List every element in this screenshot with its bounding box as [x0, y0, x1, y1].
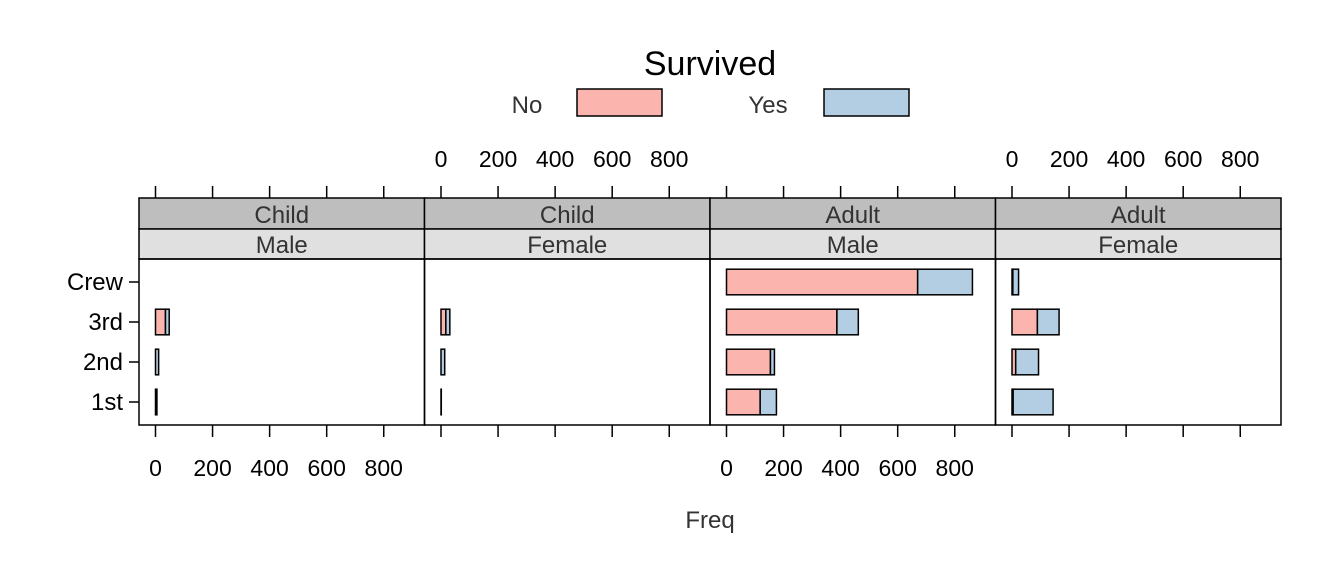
panel-3: Adult Female — [994, 197, 1282, 426]
panel-2: Adult Male — [709, 197, 997, 426]
panel-frame-3 — [994, 258, 1282, 426]
strip-bottom-label: Male — [827, 232, 879, 259]
legend-label-no: No — [512, 92, 543, 119]
strip-top-label: Child — [254, 202, 309, 229]
panel-frame-0 — [138, 258, 426, 426]
y-tick-label-2nd: 2nd — [83, 349, 123, 376]
x-tick-label-top: 200 — [479, 146, 517, 172]
x-tick-label-top: 0 — [1006, 146, 1019, 172]
y-tick-label-3rd: 3rd — [88, 309, 123, 336]
x-tick-label-top: 600 — [1164, 146, 1202, 172]
x-axis-label: Freq — [685, 507, 734, 534]
legend-swatch-yes — [823, 88, 910, 117]
bar-no-3rd — [725, 308, 838, 336]
legend-title: Survived — [644, 45, 776, 83]
x-tick-label-bottom: 600 — [878, 455, 916, 481]
bar-yes-2nd — [154, 348, 160, 376]
bar-yes-1st — [1012, 388, 1054, 416]
legend-label-yes: Yes — [748, 92, 787, 119]
x-tick-label-top: 0 — [435, 146, 448, 172]
bar-yes-3rd — [445, 308, 451, 336]
bar-no-3rd — [1011, 308, 1039, 336]
legend-swatch-no — [576, 88, 663, 117]
x-tick-label-top: 400 — [1107, 146, 1145, 172]
bar-no-2nd — [725, 348, 772, 376]
x-tick-label-top: 400 — [536, 146, 574, 172]
x-tick-label-bottom: 0 — [149, 455, 162, 481]
bar-yes-3rd — [1036, 308, 1060, 336]
x-tick-label-bottom: 800 — [365, 455, 403, 481]
bar-no-3rd — [154, 308, 167, 336]
legend: No Yes — [512, 88, 910, 119]
y-tick-label-crew: Crew — [67, 269, 124, 296]
y-tick-label-1st: 1st — [91, 389, 123, 416]
x-tick-label-bottom: 800 — [936, 455, 974, 481]
bar-no-1st — [725, 388, 761, 416]
x-tick-label-bottom: 600 — [307, 455, 345, 481]
panels: Child Male Child Female Adult Male Adult Female — [138, 197, 1282, 426]
strip-bottom-2 — [709, 228, 997, 260]
x-tick-label-top: 800 — [1221, 146, 1259, 172]
strip-bottom-label: Female — [1098, 232, 1178, 259]
bar-yes-crew — [1012, 268, 1020, 296]
bar-yes-1st — [154, 388, 158, 416]
strip-top-label: Adult — [1111, 202, 1166, 229]
strip-top-3 — [994, 197, 1282, 230]
x-tick-label-top: 800 — [650, 146, 688, 172]
panel-frame-1 — [423, 258, 711, 426]
panel-1: Child Female — [423, 197, 711, 426]
bar-yes-2nd — [769, 348, 776, 376]
x-tick-label-bottom: 400 — [250, 455, 288, 481]
strip-bottom-label: Male — [256, 232, 308, 259]
bar-yes-3rd — [164, 308, 170, 336]
bar-yes-crew — [916, 268, 974, 296]
strip-bottom-label: Female — [527, 232, 607, 259]
panel-0: Child Male — [138, 197, 426, 426]
axes: 0 200 400 600 800 0 200 400 600 800 0 200 400 600 800 0… — [67, 146, 1259, 481]
strip-top-0 — [138, 197, 426, 230]
x-tick-label-top: 200 — [1050, 146, 1088, 172]
x-tick-label-top: 600 — [593, 146, 631, 172]
x-tick-label-bottom: 400 — [821, 455, 859, 481]
bar-yes-1st — [759, 388, 778, 416]
strip-top-label: Child — [540, 202, 595, 229]
bar-no-crew — [725, 268, 919, 296]
x-tick-label-bottom: 200 — [193, 455, 231, 481]
strip-bottom-0 — [138, 228, 426, 260]
bar-yes-3rd — [836, 308, 860, 336]
x-tick-label-bottom: 0 — [720, 455, 733, 481]
bar-yes-2nd — [1014, 348, 1040, 376]
bar-yes-2nd — [440, 348, 446, 376]
x-tick-label-bottom: 200 — [764, 455, 802, 481]
strip-bottom-3 — [994, 228, 1282, 260]
strip-top-label: Adult — [825, 202, 880, 229]
